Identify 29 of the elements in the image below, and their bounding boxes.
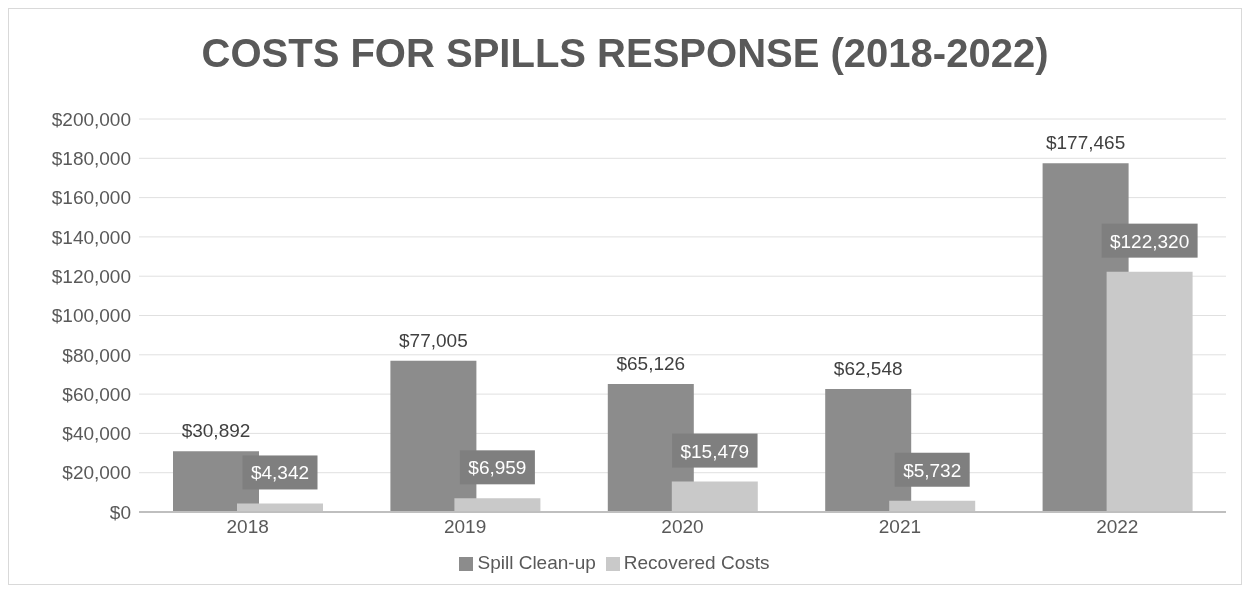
- legend-label: Spill Clean-up: [477, 552, 596, 573]
- y-tick-label: $200,000: [51, 108, 131, 130]
- y-tick-label: $80,000: [62, 344, 131, 366]
- data-label: $15,479: [680, 440, 750, 462]
- data-label: $62,548: [833, 358, 903, 380]
- y-tick-label: $180,000: [51, 148, 131, 170]
- y-tick-label: $60,000: [62, 383, 131, 405]
- x-tick-label: 2019: [443, 516, 487, 538]
- y-tick-label: $100,000: [51, 305, 131, 327]
- y-tick-label: $140,000: [51, 226, 131, 248]
- x-tick-label: 2021: [878, 516, 922, 538]
- x-tick-label: 2018: [226, 516, 269, 538]
- x-tick-label: 2020: [661, 516, 704, 538]
- legend-label: Recovered Costs: [623, 552, 770, 573]
- y-tick-label: $20,000: [62, 462, 131, 484]
- data-label: $5,732: [903, 459, 962, 481]
- x-tick-label: 2022: [1096, 516, 1139, 538]
- data-label: $122,320: [1109, 230, 1190, 252]
- data-label: $4,342: [250, 462, 310, 484]
- y-tick-label: $0: [109, 501, 131, 523]
- data-label: $6,959: [468, 457, 527, 479]
- data-label: $77,005: [399, 329, 468, 351]
- y-tick-label: $120,000: [51, 265, 131, 287]
- data-label: $65,126: [616, 353, 686, 375]
- data-label: $30,892: [181, 420, 251, 442]
- y-tick-label: $160,000: [51, 187, 131, 209]
- chart-title: COSTS FOR SPILLS RESPONSE (2018-2022): [200, 30, 1050, 77]
- data-label: $177,465: [1045, 132, 1126, 154]
- y-tick-label: $40,000: [62, 423, 131, 445]
